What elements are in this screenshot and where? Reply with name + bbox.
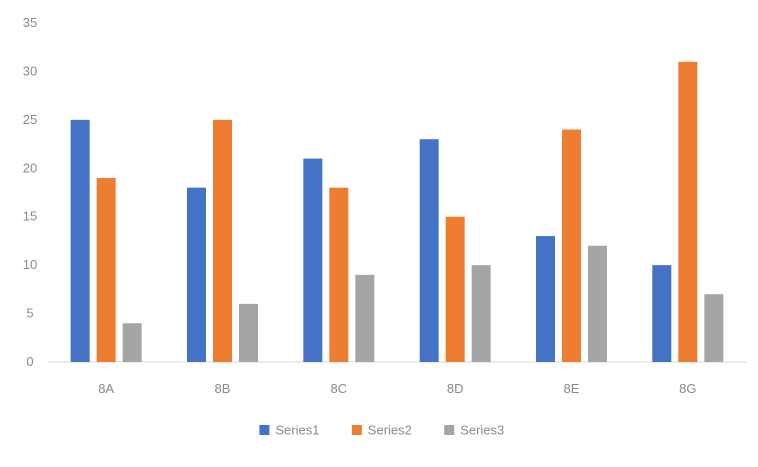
bar-series3-8d: [471, 265, 491, 362]
bar-series3-8e: [588, 245, 607, 362]
y-axis: 0 5 10 15 20 25 30 35: [23, 15, 37, 369]
y-tick-label: 35: [23, 15, 37, 30]
bar-series3-8c: [355, 274, 375, 362]
bar-series2-8g: [678, 61, 698, 362]
bar-series1-8b: [187, 187, 206, 362]
y-tick-label: 0: [26, 354, 33, 369]
bar-series1-8c: [303, 158, 323, 362]
legend-label-series1: Series1: [275, 423, 319, 438]
y-tick-label: 5: [26, 306, 33, 321]
y-tick-label: 25: [23, 112, 37, 127]
y-tick-label: 10: [23, 257, 37, 272]
bar-series1-8g: [652, 265, 672, 362]
bar-series2-8e: [562, 129, 581, 362]
bar-series2-8b: [213, 119, 232, 362]
bar-series2-8c: [329, 187, 349, 362]
x-tick-label: 8C: [331, 381, 348, 396]
bar-series3-8a: [122, 323, 142, 362]
x-tick-label: 8B: [215, 381, 231, 396]
legend-swatch-series2: [351, 425, 362, 435]
bar-series1-8a: [70, 119, 90, 362]
bar-series1-8e: [536, 236, 555, 362]
y-tick-label: 15: [23, 209, 37, 224]
bar-series2-8a: [96, 177, 116, 362]
legend-label-series2: Series2: [368, 423, 412, 438]
x-axis: 8A 8B 8C 8D 8E 8G: [98, 381, 696, 396]
plot-area: [70, 61, 724, 362]
x-tick-label: 8G: [679, 381, 696, 396]
legend-label-series3: Series3: [460, 423, 504, 438]
legend-swatch-series1: [259, 425, 270, 435]
bar-series2-8d: [445, 216, 465, 362]
x-tick-label: 8E: [564, 381, 580, 396]
x-tick-label: 8A: [98, 381, 114, 396]
x-tick-label: 8D: [447, 381, 464, 396]
bar-series1-8d: [419, 139, 439, 362]
legend: Series1 Series2 Series3: [259, 423, 504, 438]
y-tick-label: 30: [23, 63, 37, 78]
bar-series3-8b: [239, 303, 258, 362]
bar-series3-8g: [704, 294, 724, 362]
legend-swatch-series3: [444, 425, 455, 435]
y-tick-label: 20: [23, 160, 37, 175]
